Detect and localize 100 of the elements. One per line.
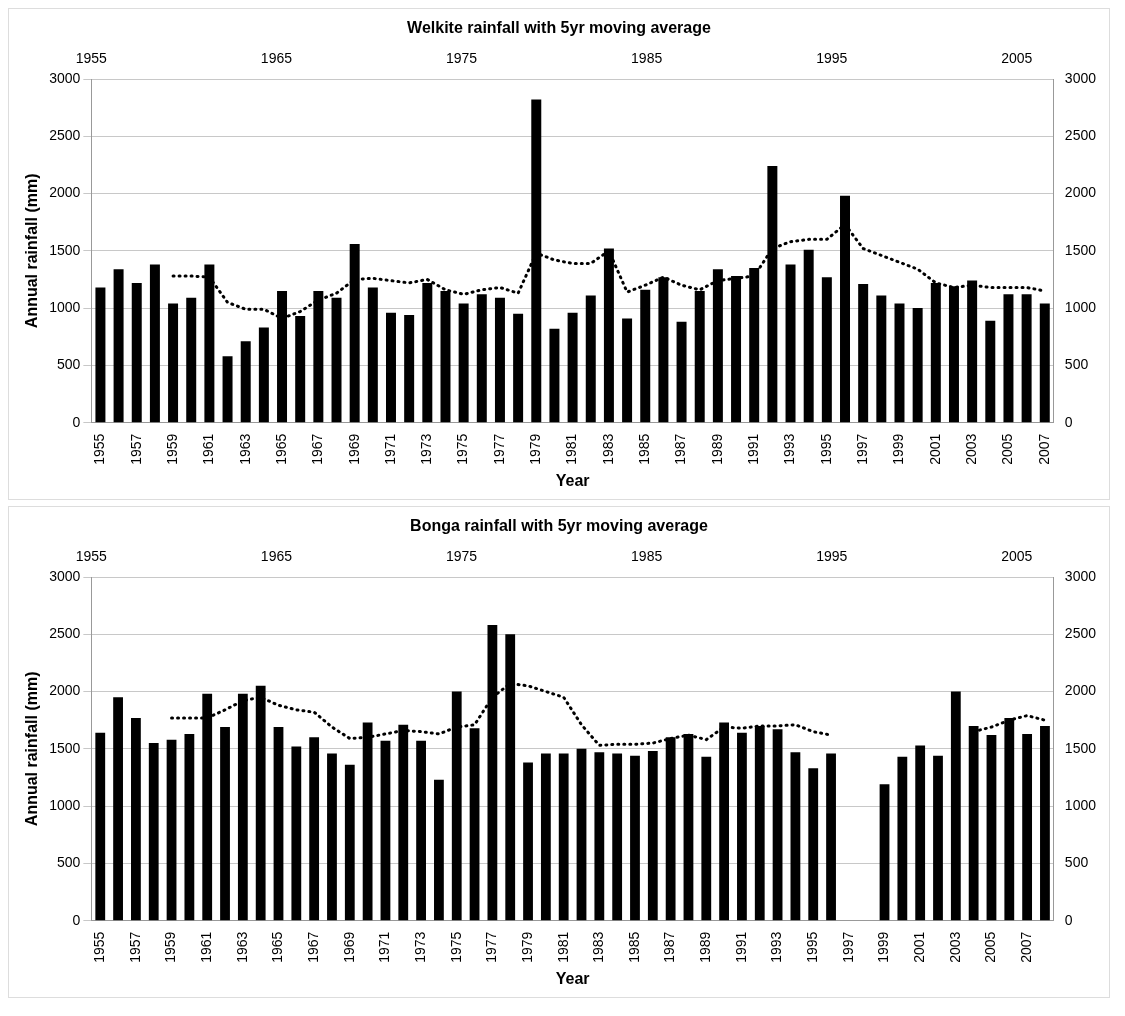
- bar: [894, 303, 905, 423]
- bar: [523, 762, 533, 921]
- bar: [113, 697, 123, 921]
- bar: [540, 753, 551, 921]
- bar: [737, 732, 747, 921]
- bar: [549, 328, 560, 423]
- bar: [168, 303, 179, 423]
- x2-tick-label: 2005: [1001, 50, 1033, 67]
- x-tick-label: 2007: [1017, 931, 1034, 963]
- bar: [184, 733, 195, 921]
- y-tick-label: 2500: [49, 127, 81, 144]
- bar: [166, 739, 177, 921]
- x2-tick-label: 1995: [816, 548, 848, 565]
- y2-tick-label: 2500: [1064, 625, 1097, 642]
- x-tick-label: 2001: [911, 931, 928, 963]
- y2-tick-label: 0: [1064, 911, 1073, 928]
- x-tick-label: 1973: [418, 433, 435, 465]
- bar: [458, 303, 469, 423]
- bar: [273, 727, 284, 921]
- bar: [380, 740, 391, 921]
- x-tick-label: 1993: [781, 433, 798, 465]
- x-tick-label: 1975: [447, 931, 464, 963]
- bar: [790, 752, 801, 921]
- y2-tick-label: 2000: [1064, 184, 1097, 201]
- y-tick-label: 1500: [49, 241, 81, 258]
- bar: [327, 753, 337, 921]
- x-tick-label: 1957: [126, 931, 143, 963]
- x2-tick-label: 1965: [260, 50, 293, 67]
- bar: [933, 755, 943, 921]
- x2-tick-label: 2005: [1001, 548, 1033, 565]
- y2-tick-label: 2000: [1064, 682, 1097, 699]
- bar: [240, 341, 251, 423]
- y-tick-label: 500: [56, 356, 81, 373]
- x-tick-label: 1977: [490, 433, 507, 465]
- bar: [513, 313, 524, 423]
- bar: [912, 308, 923, 423]
- x2-tick-label: 1985: [631, 50, 663, 67]
- x-axis-title: Year: [555, 471, 590, 489]
- x-tick-label: 2001: [926, 433, 943, 465]
- bar: [149, 264, 160, 423]
- x2-tick-label: 1975: [445, 548, 478, 565]
- bar: [585, 295, 596, 423]
- bar: [558, 753, 569, 921]
- bar: [567, 312, 578, 423]
- x-tick-label: 2005: [982, 931, 999, 963]
- x-tick-label: 1999: [890, 433, 907, 465]
- x-tick-label: 1955: [91, 433, 108, 465]
- y2-tick-label: 3000: [1064, 567, 1097, 584]
- y-tick-label: 1000: [49, 796, 81, 813]
- y-tick-label: 2000: [49, 184, 81, 201]
- bar: [367, 287, 378, 423]
- bar: [772, 729, 783, 921]
- x-tick-label: 1963: [236, 433, 253, 465]
- x-tick-label: 1985: [625, 931, 642, 963]
- bar: [186, 297, 197, 423]
- y-tick-label: 2500: [49, 625, 81, 642]
- bar: [821, 277, 832, 423]
- x-tick-label: 1993: [768, 931, 785, 963]
- y-tick-label: 3000: [49, 69, 81, 86]
- bar: [915, 745, 926, 921]
- y2-tick-label: 3000: [1064, 69, 1097, 86]
- x2-tick-label: 1995: [816, 50, 848, 67]
- x-tick-label: 1961: [200, 433, 217, 465]
- x-tick-label: 1967: [305, 931, 322, 963]
- bar: [876, 295, 887, 423]
- y-tick-label: 1000: [49, 298, 81, 315]
- bar: [309, 737, 320, 921]
- x2-tick-label: 1965: [260, 548, 293, 565]
- y-tick-label: 3000: [49, 567, 81, 584]
- bar: [647, 751, 658, 921]
- x-tick-label: 1959: [163, 433, 180, 465]
- bar: [331, 297, 342, 423]
- y2-tick-label: 500: [1064, 356, 1089, 373]
- bar: [1022, 733, 1033, 921]
- bar: [404, 314, 415, 423]
- y2-tick-label: 2500: [1064, 127, 1097, 144]
- x2-tick-label: 1975: [445, 50, 478, 67]
- x-tick-label: 1965: [272, 433, 289, 465]
- x-tick-label: 1969: [340, 931, 357, 963]
- x2-tick-label: 1985: [631, 548, 663, 565]
- x-tick-label: 1989: [708, 433, 725, 465]
- bar: [113, 269, 124, 423]
- x-tick-label: 1971: [376, 931, 393, 963]
- x2-tick-label: 1955: [75, 548, 108, 565]
- bar: [879, 784, 890, 921]
- bar: [594, 752, 605, 921]
- bar: [416, 740, 426, 921]
- x-tick-label: 1997: [839, 931, 856, 963]
- bar: [258, 327, 269, 423]
- bar: [1040, 725, 1050, 921]
- y-tick-label: 0: [72, 413, 81, 430]
- x-tick-label: 1977: [483, 931, 500, 963]
- x-tick-label: 1979: [527, 433, 544, 465]
- chart-title: Welkite rainfall with 5yr moving average: [407, 19, 712, 37]
- bar: [612, 753, 623, 921]
- x-tick-label: 1955: [91, 931, 108, 963]
- x-tick-label: 1983: [599, 433, 616, 465]
- bar: [222, 356, 233, 423]
- bar: [986, 735, 997, 921]
- x-tick-label: 1959: [162, 931, 179, 963]
